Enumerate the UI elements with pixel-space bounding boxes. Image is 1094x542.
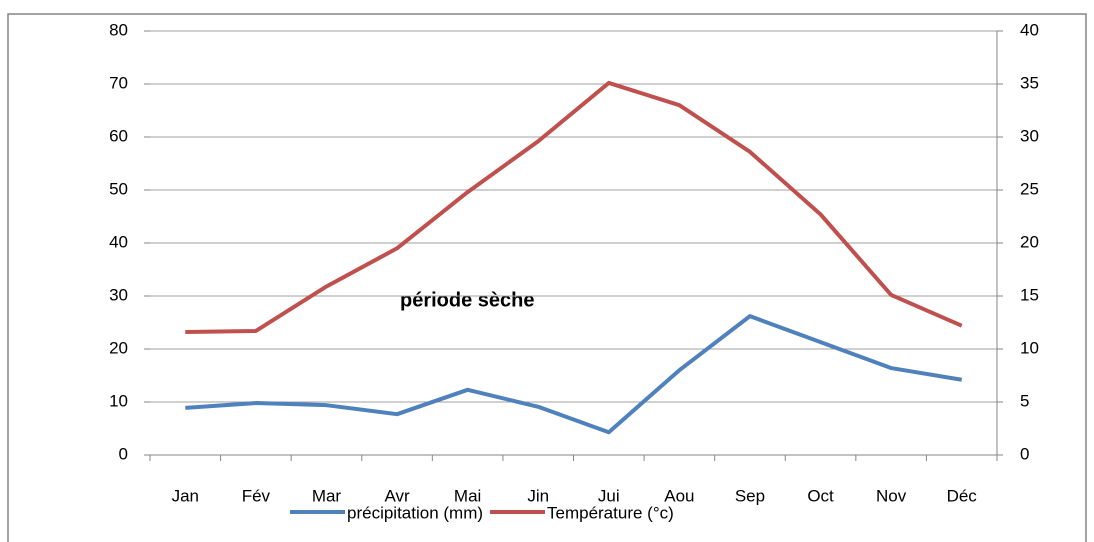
x-tick-label: Jan	[172, 486, 199, 505]
series-line	[185, 80, 963, 335]
y-tick-label: 30	[109, 285, 128, 304]
x-tick-label: Nov	[876, 486, 907, 505]
annotation: période sèche	[400, 289, 535, 311]
y2-tick-label: 10	[1020, 338, 1039, 357]
x-tick-label: Sep	[735, 486, 765, 505]
y-tick-label: 80	[109, 20, 128, 39]
y2-tick-label: 40	[1020, 20, 1039, 39]
x-tick-label: Jui	[598, 486, 620, 505]
series-line	[185, 314, 963, 435]
chart-border	[7, 13, 1087, 542]
y2-tick-label: 35	[1020, 73, 1039, 92]
y-tick-label: 40	[109, 232, 128, 251]
y-tick-label: 70	[109, 73, 128, 92]
y-tick-label: 20	[109, 338, 128, 357]
y-tick-label: 10	[109, 391, 128, 410]
legend-label: Température (°c)	[547, 503, 674, 522]
y2-tick-label: 0	[1020, 444, 1029, 463]
x-tick-label: Aou	[664, 486, 694, 505]
x-tick-label: Oct	[807, 486, 834, 505]
x-tick-label: Déc	[947, 486, 978, 505]
y-tick-label: 50	[109, 179, 128, 198]
y-tick-label: 60	[109, 126, 128, 145]
x-tick-label: Jin	[527, 486, 549, 505]
legend-label: précipitation (mm)	[347, 503, 483, 522]
y2-tick-label: 5	[1020, 391, 1029, 410]
y-tick-label: 0	[119, 444, 128, 463]
x-tick-label: Mar	[312, 486, 342, 505]
y2-tick-label: 25	[1020, 179, 1039, 198]
x-tick-label: Mai	[454, 486, 481, 505]
x-tick-label: Avr	[384, 486, 410, 505]
y2-tick-label: 30	[1020, 126, 1039, 145]
x-tick-label: Fév	[242, 486, 271, 505]
y2-tick-label: 20	[1020, 232, 1039, 251]
y2-tick-label: 15	[1020, 285, 1039, 304]
